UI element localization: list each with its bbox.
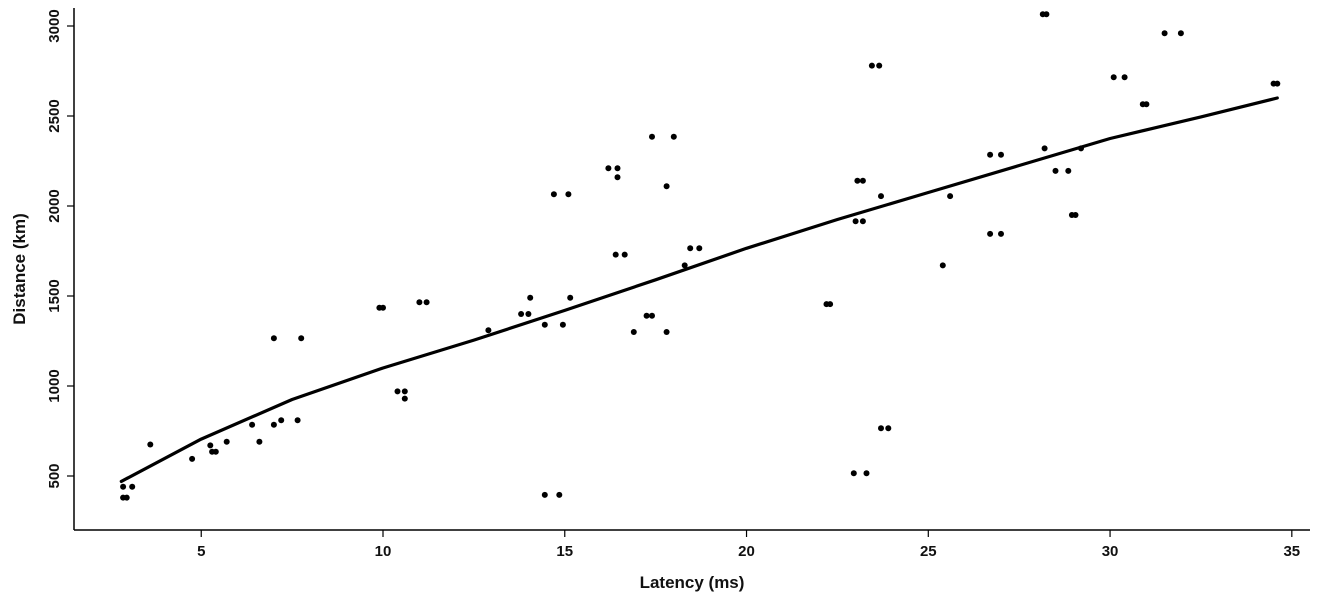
data-point xyxy=(550,191,557,198)
x-tick-label: 25 xyxy=(920,543,937,560)
fit-line-layer xyxy=(119,96,1279,483)
data-point xyxy=(401,395,408,402)
data-point xyxy=(630,329,637,335)
data-point xyxy=(605,165,612,172)
data-point xyxy=(556,491,563,498)
data-point xyxy=(859,218,866,225)
data-point xyxy=(541,491,548,498)
data-point xyxy=(1274,80,1281,87)
data-point xyxy=(681,262,688,269)
data-point xyxy=(696,245,703,252)
y-tick-label: 1000 xyxy=(46,369,63,402)
data-points-layer xyxy=(120,11,1281,501)
data-point xyxy=(868,62,875,69)
data-point xyxy=(1121,74,1128,81)
data-point xyxy=(827,301,834,308)
data-point xyxy=(123,494,130,501)
x-axis-title: Latency (ms) xyxy=(640,573,745,592)
data-point xyxy=(120,483,127,490)
y-tick-label: 2500 xyxy=(46,99,63,132)
data-point xyxy=(294,417,301,424)
data-point xyxy=(518,311,525,317)
data-point xyxy=(1161,30,1168,37)
data-point xyxy=(987,151,994,158)
data-point xyxy=(567,294,574,301)
data-point xyxy=(1065,167,1072,174)
data-point xyxy=(270,335,277,342)
data-point xyxy=(863,470,870,477)
data-point xyxy=(663,183,670,190)
data-point xyxy=(1143,101,1150,108)
data-point xyxy=(1041,145,1048,152)
fit-curve xyxy=(119,96,1279,483)
data-point xyxy=(270,421,277,428)
data-point xyxy=(998,151,1004,158)
data-point xyxy=(249,421,256,428)
x-tick-label: 30 xyxy=(1102,543,1119,560)
y-axis-title: Distance (km) xyxy=(10,213,29,324)
data-point xyxy=(998,230,1004,237)
data-point xyxy=(878,193,884,200)
data-point xyxy=(401,388,408,395)
data-point xyxy=(670,133,677,140)
data-point xyxy=(278,417,285,424)
data-point xyxy=(1110,74,1117,81)
data-point xyxy=(559,321,566,328)
x-tick-label: 35 xyxy=(1283,543,1300,560)
data-point xyxy=(1078,145,1084,152)
data-point xyxy=(987,230,994,237)
data-point xyxy=(854,177,861,184)
data-point xyxy=(380,304,386,311)
data-point xyxy=(649,133,655,140)
data-point xyxy=(1177,30,1184,37)
y-tick-label: 500 xyxy=(46,463,63,488)
data-point xyxy=(885,425,892,432)
x-tick-label: 10 xyxy=(375,543,392,560)
data-point xyxy=(850,470,857,477)
data-point xyxy=(212,448,219,455)
data-point xyxy=(147,441,154,448)
x-tick-label: 15 xyxy=(556,543,573,560)
y-tick-label: 1500 xyxy=(46,279,63,312)
axes: 5 10 15 20 25 30 35 500 1000 1500 2000 2500 3000 xyxy=(46,8,1310,560)
data-point xyxy=(423,299,430,306)
data-point xyxy=(649,312,655,319)
data-point xyxy=(256,438,263,445)
data-point xyxy=(614,165,621,172)
data-point xyxy=(947,193,954,200)
data-point xyxy=(223,438,230,445)
data-point xyxy=(485,327,492,334)
data-point xyxy=(876,62,883,69)
data-point xyxy=(541,321,548,328)
data-point xyxy=(687,245,694,252)
data-point xyxy=(298,335,305,342)
data-point xyxy=(416,299,423,306)
data-point xyxy=(878,425,884,432)
data-point xyxy=(189,455,196,462)
x-tick-label: 20 xyxy=(738,543,755,560)
data-point xyxy=(207,442,214,449)
data-point xyxy=(394,388,401,395)
data-point xyxy=(525,311,532,317)
data-point xyxy=(612,251,619,258)
y-tick-label: 2000 xyxy=(46,189,63,222)
data-point xyxy=(1043,11,1050,18)
data-point xyxy=(859,177,866,184)
data-point xyxy=(527,294,534,301)
data-point xyxy=(643,312,650,319)
data-point xyxy=(565,191,572,198)
y-tick-label: 3000 xyxy=(46,9,63,42)
data-point xyxy=(614,174,621,181)
data-point xyxy=(621,251,628,258)
data-point xyxy=(1072,212,1079,218)
x-tick-label: 5 xyxy=(197,543,205,560)
data-point xyxy=(663,329,670,335)
data-point xyxy=(129,483,136,490)
data-point xyxy=(852,218,859,225)
data-point xyxy=(939,262,946,269)
data-point xyxy=(1052,167,1059,174)
